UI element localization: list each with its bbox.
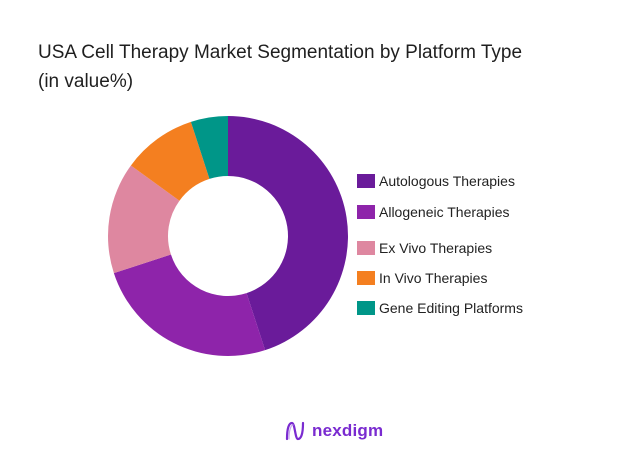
legend-swatch [357,301,375,315]
chart-title: USA Cell Therapy Market Segmentation by … [38,38,598,96]
nexdigm-wave-icon [285,421,305,441]
legend-swatch [357,271,375,285]
legend-swatch [357,174,375,188]
legend-item-allogeneic: Allogeneic Therapies [357,204,510,220]
legend-item-in-vivo: In Vivo Therapies [357,270,487,286]
legend-swatch [357,241,375,255]
legend-item-gene-editing: Gene Editing Platforms [357,300,523,316]
legend-item-ex-vivo: Ex Vivo Therapies [357,240,492,256]
donut-slice-ex-vivo [108,165,180,274]
legend-label: Allogeneic Therapies [379,204,510,220]
legend-label: Autologous Therapies [379,173,515,189]
logo-text: nexdigm [312,421,384,440]
donut-slice-allogeneic [113,254,266,356]
legend-swatch [357,205,375,219]
legend-label: In Vivo Therapies [379,270,488,286]
chart-title-line2: (in value%) [38,71,134,92]
nexdigm-logo: nexdigm [284,420,383,442]
legend-item-autologous: Autologous Therapies [357,173,515,189]
chart-title-line1: USA Cell Therapy Market Segmentation by … [38,42,523,63]
legend-label: Gene Editing Platforms [379,300,523,316]
donut-slice-autologous [228,116,348,351]
donut-slice-gene-editing [190,116,228,179]
donut-slice-in-vivo [130,121,210,201]
legend-label: Ex Vivo Therapies [379,240,493,256]
